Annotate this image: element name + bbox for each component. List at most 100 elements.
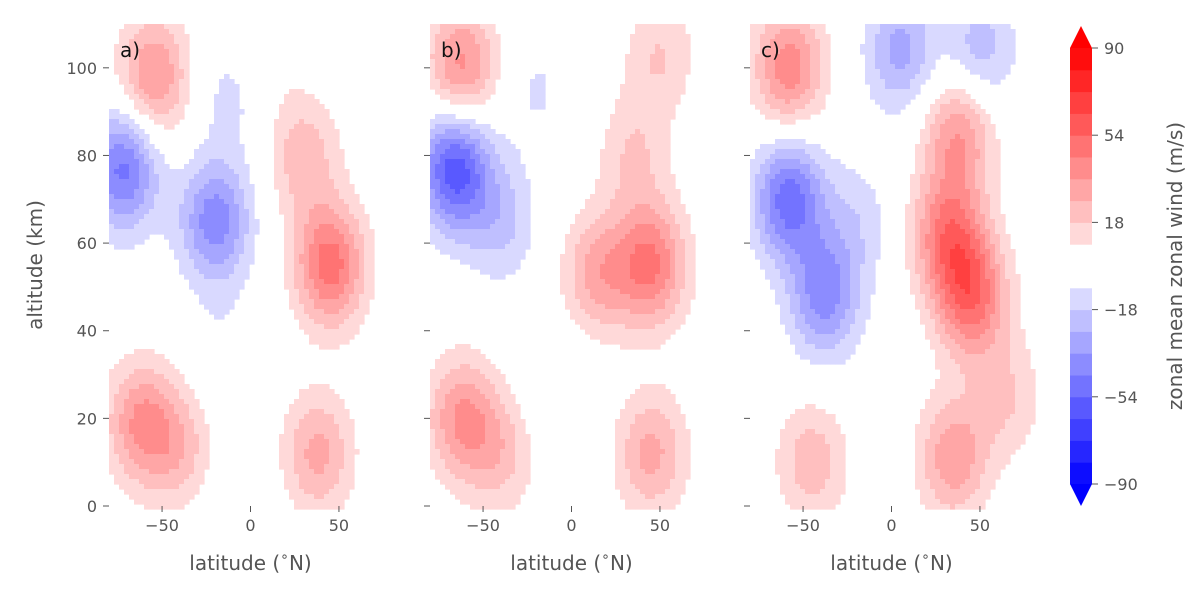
contour-cell xyxy=(134,149,140,155)
contour-cell xyxy=(194,459,200,465)
contour-cell xyxy=(329,209,335,215)
contour-cell xyxy=(204,294,210,300)
contour-cell xyxy=(344,199,350,205)
contour-cell xyxy=(174,89,180,95)
contour-cell xyxy=(204,219,210,225)
contour-cell xyxy=(294,429,300,435)
contour-cell xyxy=(665,409,671,415)
contour-cell xyxy=(660,199,666,205)
contour-cell xyxy=(339,444,345,450)
contour-cell xyxy=(590,244,596,250)
contour-cell xyxy=(520,194,526,200)
contour-cell xyxy=(114,129,120,135)
contour-cell xyxy=(440,204,446,210)
contour-cell xyxy=(234,99,240,105)
contour-cell xyxy=(324,149,330,155)
contour-cell xyxy=(445,199,451,205)
contour-cell xyxy=(655,394,661,400)
contour-cell xyxy=(294,279,300,285)
contour-cell xyxy=(164,99,170,105)
contour-cell xyxy=(620,249,626,255)
contour-cell xyxy=(615,309,621,315)
contour-cell xyxy=(344,409,350,415)
contour-cell xyxy=(194,409,200,415)
contour-cell xyxy=(314,419,320,425)
contour-cell xyxy=(194,424,200,430)
contour-cell xyxy=(615,104,621,110)
contour-cell xyxy=(139,59,145,65)
contour-cell xyxy=(655,284,661,290)
contour-cell xyxy=(369,234,375,240)
contour-cell xyxy=(209,219,215,225)
contour-cell xyxy=(675,294,681,300)
contour-cell xyxy=(134,64,140,70)
contour-cell xyxy=(650,344,656,350)
contour-cell xyxy=(625,319,631,325)
contour-cell xyxy=(154,434,160,440)
contour-cell xyxy=(670,404,676,410)
contour-cell xyxy=(440,59,446,65)
contour-cell xyxy=(319,499,325,505)
contour-cell xyxy=(660,279,666,285)
contour-cell xyxy=(249,249,255,255)
contour-cell xyxy=(455,239,461,245)
contour-cell xyxy=(324,344,330,350)
contour-cell xyxy=(635,24,641,30)
contour-cell xyxy=(465,74,471,80)
contour-cell xyxy=(174,444,180,450)
contour-cell xyxy=(435,209,441,215)
contour-cell xyxy=(635,259,641,265)
contour-cell xyxy=(144,429,150,435)
contour-cell xyxy=(234,84,240,90)
contour-cell xyxy=(129,154,135,160)
contour-cell xyxy=(204,444,210,450)
contour-cell xyxy=(234,209,240,215)
contour-cell xyxy=(645,409,651,415)
contour-cell xyxy=(119,454,125,460)
contour-cell xyxy=(314,459,320,465)
contour-cell xyxy=(184,249,190,255)
contour-cell xyxy=(450,99,456,105)
contour-cell xyxy=(495,414,501,420)
contour-cell xyxy=(485,39,491,45)
contour-cell xyxy=(590,234,596,240)
contour-cell xyxy=(314,314,320,320)
contour-cell xyxy=(670,194,676,200)
contour-cell xyxy=(625,409,631,415)
contour-cell xyxy=(620,114,626,120)
contour-cell xyxy=(460,224,466,230)
contour-cell xyxy=(450,394,456,400)
contour-cell xyxy=(169,124,175,130)
contour-cell xyxy=(625,99,631,105)
contour-cell xyxy=(184,79,190,85)
contour-cell xyxy=(124,374,130,380)
contour-cell xyxy=(630,114,636,120)
contour-cell xyxy=(635,69,641,75)
contour-cell xyxy=(445,409,451,415)
contour-cell xyxy=(224,119,230,125)
contour-cell xyxy=(685,254,691,260)
contour-cell xyxy=(670,49,676,55)
contour-cell xyxy=(455,219,461,225)
contour-cell xyxy=(209,189,215,195)
contour-cell xyxy=(334,169,340,175)
contour-cell xyxy=(515,174,521,180)
contour-cell xyxy=(284,239,290,245)
contour-cell xyxy=(309,409,315,415)
contour-cell xyxy=(169,104,175,110)
contour-cell xyxy=(114,199,120,205)
contour-cell xyxy=(500,239,506,245)
contour-cell xyxy=(224,194,230,200)
contour-cell xyxy=(470,219,476,225)
contour-cell xyxy=(319,314,325,320)
contour-cell xyxy=(299,409,305,415)
contour-cell xyxy=(500,209,506,215)
contour-cell xyxy=(164,174,170,180)
contour-cell xyxy=(239,229,245,235)
contour-cell xyxy=(209,304,215,310)
contour-cell xyxy=(149,424,155,430)
contour-cell xyxy=(244,179,250,185)
contour-cell xyxy=(179,384,185,390)
contour-cell xyxy=(640,219,646,225)
contour-cell xyxy=(289,109,295,115)
